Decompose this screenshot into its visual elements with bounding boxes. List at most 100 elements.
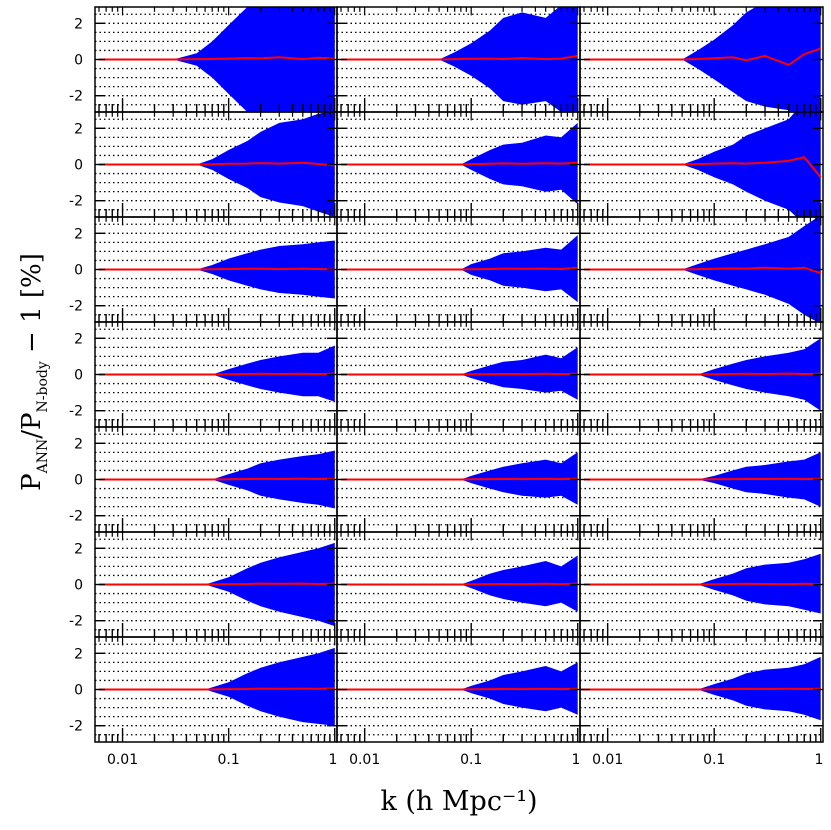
panel-plot-area <box>337 538 580 631</box>
ratio-line <box>99 582 335 586</box>
panel-r1-c1 <box>94 6 338 113</box>
panel-plot-area <box>337 433 580 526</box>
panel-plot-area <box>337 223 580 316</box>
x-tick-label: 0.01 <box>592 752 623 768</box>
panel-plot-area <box>337 643 580 736</box>
panel-r4-c2 <box>336 321 581 428</box>
y-tick-label: -2 <box>69 509 83 525</box>
panel-r6-c1 <box>94 531 338 638</box>
y-tick-label: 2 <box>74 121 83 137</box>
panel-plot-area <box>95 538 337 631</box>
ratio-line <box>584 266 822 275</box>
error-band <box>99 7 335 112</box>
ratio-line <box>99 477 335 481</box>
y-tick-label: -2 <box>69 194 83 210</box>
y-tick-label: -2 <box>69 614 83 630</box>
panel-grid <box>94 6 824 743</box>
panel-plot-area <box>95 112 337 217</box>
panel-r3-c1 <box>94 216 338 323</box>
panel-plot-area <box>580 217 823 322</box>
panel-plot-area <box>580 538 823 631</box>
y-tick-label: 2 <box>74 331 83 347</box>
panel-r7-c1 <box>94 636 338 743</box>
error-band <box>341 235 578 303</box>
ratio-line <box>584 582 821 586</box>
ratio-line <box>99 372 335 376</box>
ratio-line <box>341 266 578 271</box>
y-axis-label: PANN/PN-body − 1 [%] <box>17 253 51 491</box>
x-tick-label: 0.1 <box>460 752 482 768</box>
y-tick-label: 0 <box>74 683 83 699</box>
x-tick-label: 1 <box>329 752 338 768</box>
panel-r7-c2 <box>336 636 581 743</box>
panel-plot-area <box>580 433 823 526</box>
ratio-line <box>584 372 821 376</box>
panel-r2-c1 <box>94 111 338 218</box>
ratio-line <box>341 161 578 166</box>
x-axis-label: k (h Mpc⁻¹) <box>380 786 537 817</box>
y-tick-label: 2 <box>74 646 83 662</box>
y-tick-label: 2 <box>74 226 83 242</box>
x-tick-label: 0.01 <box>107 752 138 768</box>
ratio-line <box>99 161 335 167</box>
ratio-line <box>584 477 821 481</box>
panel-plot-area <box>95 223 337 316</box>
error-band <box>580 656 821 721</box>
panel-plot-area <box>580 643 823 736</box>
y-tick-label: 0 <box>74 53 83 69</box>
panel-plot-area <box>580 112 823 217</box>
error-band <box>341 7 578 112</box>
ratio-line <box>341 477 578 481</box>
y-tick-label: 0 <box>74 263 83 279</box>
error-band <box>341 347 578 400</box>
x-tick-label: 1 <box>572 752 581 768</box>
panel-plot-area <box>95 328 337 421</box>
panel-plot-area <box>580 328 823 421</box>
panel-plot-area <box>95 643 337 736</box>
y-tick-label: -2 <box>69 299 83 315</box>
panel-plot-area <box>337 118 580 211</box>
ratio-line <box>341 372 578 376</box>
panel-frame <box>579 636 824 743</box>
ratio-line <box>337 687 578 691</box>
panel-r4-c3 <box>579 321 824 428</box>
error-band <box>341 452 578 505</box>
panel-r3-c3 <box>579 216 824 323</box>
y-tick-label: 0 <box>74 158 83 174</box>
y-tick-label: -2 <box>69 719 83 735</box>
y-tick-label: -2 <box>69 89 83 105</box>
panel-plot-area <box>580 7 823 112</box>
tick-labels: -2 0 2 -2 0 2 -2 0 2 -2 0 2 -2 0 2 -2 0 2 -2 0 2 0.01 0.1 1 0.01… <box>69 16 823 768</box>
panel-r6-c2 <box>336 531 581 638</box>
ratio-line <box>99 687 335 691</box>
ratio-line <box>99 267 335 271</box>
panel-plot-area <box>95 7 337 112</box>
panel-r2-c3 <box>579 111 824 218</box>
panel-r5-c3 <box>579 426 824 533</box>
panel-r5-c1 <box>94 426 338 533</box>
y-tick-label: 0 <box>74 578 83 594</box>
y-tick-label: 2 <box>74 16 83 32</box>
panel-r2-c2 <box>336 111 581 218</box>
panel-r5-c2 <box>336 426 581 533</box>
error-band <box>341 555 578 612</box>
ratio-line <box>341 54 578 61</box>
ratio-line <box>341 582 578 586</box>
x-tick-label: 0.1 <box>218 752 240 768</box>
panel-r1-c3 <box>579 6 824 113</box>
panel-r7-c3 <box>579 636 824 743</box>
x-tick-label: 0.01 <box>349 752 380 768</box>
x-tick-label: 0.1 <box>703 752 725 768</box>
error-band <box>341 122 578 205</box>
panel-r4-c1 <box>94 321 338 428</box>
ratio-line <box>584 47 822 67</box>
y-tick-label: -2 <box>69 404 83 420</box>
error-band <box>337 662 578 715</box>
ratio-line <box>99 56 335 61</box>
panel-plot-area <box>337 328 580 421</box>
y-tick-label: 2 <box>74 436 83 452</box>
error-band <box>99 647 335 726</box>
y-tick-label: 0 <box>74 368 83 384</box>
x-tick-label: 1 <box>815 752 824 768</box>
